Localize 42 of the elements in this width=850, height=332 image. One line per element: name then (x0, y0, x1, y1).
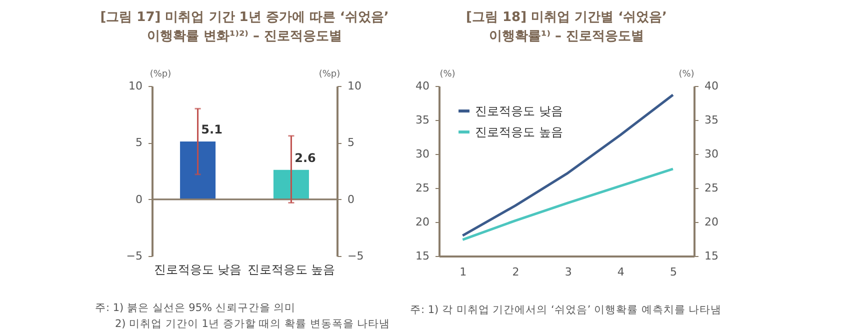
legend-label: 진로적응도 낮음 (475, 104, 563, 118)
chart-title: [그림 17] 미취업 기간 1년 증가에 따른 ‘쉬었음’ 이행확률 변화¹⁾²⁾ – 진로적응도별 (100, 10, 389, 44)
y2-axis-title: (%) (678, 70, 694, 80)
y-tick-label: 15 (416, 250, 430, 262)
y2-tick-label: 15 (704, 250, 718, 262)
x-tick-label: 2 (512, 266, 520, 278)
y2-tick-label: 20 (704, 216, 718, 228)
y-tick-label: 10 (128, 80, 142, 92)
x-tick-label: 4 (617, 266, 624, 278)
data-label: 2.6 (294, 150, 316, 165)
y-tick-label: 20 (416, 216, 430, 228)
y2-tick-label: 40 (704, 80, 718, 92)
legend-label: 진로적응도 높음 (475, 125, 563, 139)
text: 주: 1) 붉은 실선은 95% 신뢰구간을 의미 (95, 301, 297, 316)
y2-tick-label: −5 (348, 250, 364, 262)
x-tick-label: 5 (670, 266, 677, 278)
y2-tick-label: 35 (704, 114, 718, 126)
line-series (461, 168, 674, 241)
y-tick-label: 35 (416, 114, 430, 126)
y2-tick-label: 25 (704, 182, 718, 194)
data-label: 5.1 (201, 122, 222, 137)
text: 주: 1) 각 미취업 기간에서의 ‘쉬었음’ 이행확률 예측치를 나타냄 (410, 303, 723, 318)
line-series (461, 94, 674, 237)
x-tick-label: 진로적응도 높음 (247, 262, 336, 276)
y-tick-label: −5 (126, 250, 142, 262)
y-axis-title: (%) (440, 70, 456, 80)
y2-tick-label: 5 (348, 136, 354, 150)
y-tick-label: 30 (416, 148, 430, 160)
y2-tick-label: 10 (348, 80, 362, 92)
x-tick-label: 3 (564, 266, 572, 278)
x-tick-label: 진로적응도 낮음 (154, 262, 242, 276)
y-tick-label: 0 (136, 192, 142, 206)
y-tick-label: 40 (416, 80, 430, 92)
text: 2) 미취업 기간이 1년 증가할 때의 확률 변동폭을 나타냄 (114, 317, 392, 332)
x-tick-label: 1 (460, 266, 467, 278)
y-tick-label: 5 (136, 136, 142, 150)
y2-axis-title: (%p) (318, 70, 340, 80)
y-tick-label: 25 (416, 182, 430, 194)
chart-title: [그림 18] 미취업 기간별 ‘쉬었음’ 이행확률¹⁾ – 진로적응도별 (466, 10, 667, 44)
y2-tick-label: 30 (704, 148, 718, 160)
y2-tick-label: 0 (348, 192, 354, 206)
y-axis-title: (%p) (150, 70, 172, 80)
